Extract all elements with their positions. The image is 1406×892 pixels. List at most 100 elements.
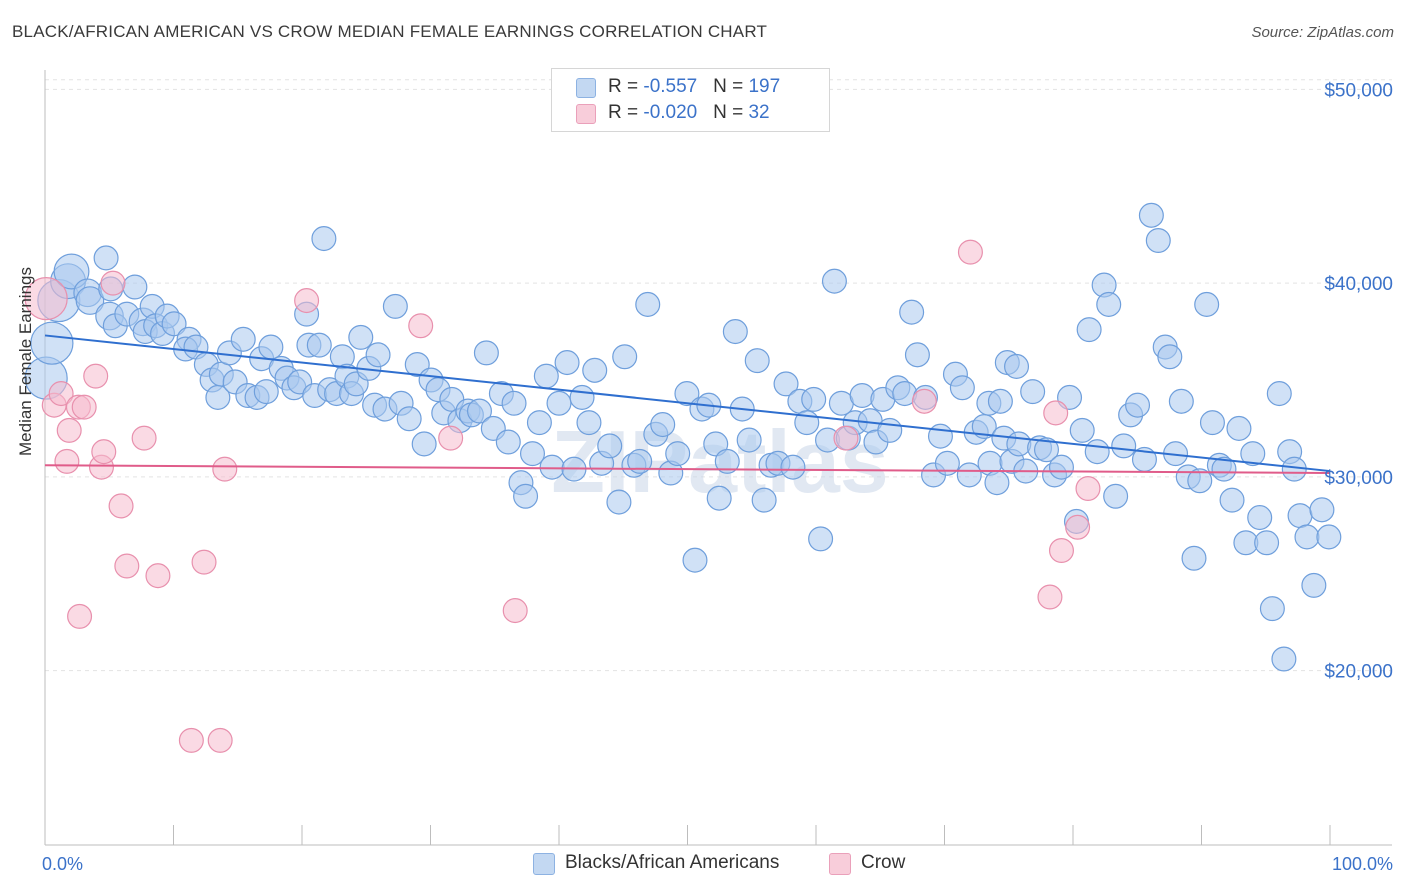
data-point-blacks [546,390,572,416]
data-point-blacks [1309,497,1335,523]
trend-line-crow [44,464,1331,474]
data-point-blacks [466,398,492,424]
data-point-blacks [612,344,638,370]
data-point-blacks [1138,202,1164,228]
legend-swatch-crow [576,104,596,124]
data-point-blacks [348,324,374,350]
data-point-crow [911,388,937,414]
data-point-crow [1065,514,1091,540]
data-point-blacks [849,382,875,409]
data-point-crow [294,288,320,314]
bottom-legend-swatch-blacks [533,853,555,875]
data-point-blacks [1157,344,1183,370]
data-point-crow [207,727,233,753]
y-axis-label: Median Female Earnings [16,267,35,456]
chart-title: BLACK/AFRICAN AMERICAN VS CROW MEDIAN FE… [12,22,768,41]
data-point-blacks [650,412,676,438]
data-point-blacks [1266,381,1292,407]
bottom-legend-label-blacks: Blacks/African Americans [565,852,780,873]
bottom-legend-swatch-crow [829,853,851,875]
y-tick-label: $30,000 [1324,468,1393,489]
data-point-crow [178,727,204,753]
data-point-blacks [311,226,337,252]
data-point-blacks [751,487,777,513]
data-point-crow [1043,400,1069,426]
data-point-crow [438,425,464,451]
data-point-blacks [703,431,729,457]
data-point-blacks [627,448,653,474]
data-point-crow [24,277,68,321]
legend-r-label: R = [608,76,644,97]
data-point-blacks [1247,505,1273,531]
data-point-crow [1075,475,1101,502]
y-tick-label: $50,000 [1324,80,1393,101]
data-point-blacks [533,363,559,389]
data-point-blacks [808,526,834,552]
data-point-crow [145,563,171,589]
data-point-blacks [539,454,565,480]
data-point-blacks [396,406,422,432]
data-point-blacks [1294,524,1320,550]
data-point-blacks [1187,468,1213,494]
stats-legend: R = -0.557 N = 197 R = -0.020 N = 32 [551,68,830,132]
data-point-blacks [1211,456,1237,482]
tick-labels: $20,000 $30,000 $40,000 $50,000 0.0% 100.0% [42,80,1393,874]
x-tick-label: 100.0% [1332,854,1393,874]
data-point-crow [83,363,109,389]
data-point-blacks [1145,227,1171,254]
legend-r-label: R = [608,102,644,123]
data-point-blacks [1168,388,1194,414]
data-point-blacks [513,483,539,509]
data-point-blacks [956,462,982,488]
data-point-blacks [53,253,90,290]
legend-n-value: 32 [748,102,770,123]
data-point-blacks [1259,596,1285,622]
data-point-crow [54,448,80,474]
data-point-blacks [722,319,748,345]
data-point-blacks [519,441,546,467]
data-point-crow [502,598,528,624]
data-point-crow [957,239,983,265]
data-point-blacks [569,384,595,410]
data-point-blacks [1103,483,1129,509]
data-point-blacks [949,375,975,401]
data-point-blacks [706,485,732,511]
data-point-crow [71,394,97,420]
y-tick-label: $40,000 [1324,274,1393,295]
data-point-blacks [230,326,256,352]
data-point-blacks [1096,291,1122,317]
data-point-blacks [674,381,700,407]
data-point-blacks [744,348,770,374]
data-point-crow [114,553,140,579]
legend-swatch-blacks [576,78,596,98]
grid-lines [45,79,1392,672]
data-point-blacks [665,441,691,467]
data-point-blacks [934,450,960,476]
data-point-blacks [1301,572,1327,598]
data-point-blacks [1111,433,1137,459]
data-point-blacks [927,423,953,449]
data-point-blacks [714,448,740,474]
data-point-blacks [501,390,527,416]
legend-n-label: N = [713,76,749,97]
data-point-blacks [1271,646,1297,672]
data-point-crow [91,439,117,465]
data-point-crow [67,603,93,629]
data-point-crow [100,270,126,296]
legend-row-blacks: R = -0.557 N = 197 [576,76,780,100]
data-point-crow [1037,584,1063,610]
data-point-blacks [1199,410,1225,436]
data-point-blacks [1254,530,1280,556]
data-point-blacks [365,342,391,368]
data-point-crow [108,493,134,519]
trend-lines [44,334,1331,474]
data-point-blacks [1287,503,1313,529]
data-point-blacks [1125,392,1151,418]
data-point-blacks [1316,524,1342,550]
data-point-blacks [736,427,762,453]
data-point-blacks [801,386,827,412]
source-label: Source: ZipAtlas.com [1251,24,1394,41]
data-point-blacks [554,350,580,376]
data-point-blacks [1219,487,1245,513]
